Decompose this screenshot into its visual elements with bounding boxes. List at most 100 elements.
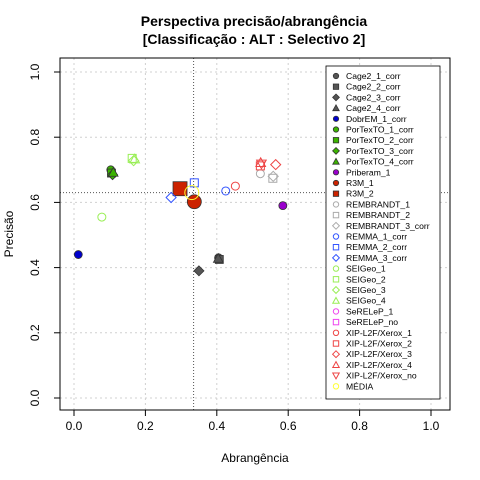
legend-label: REMMA_3_corr	[346, 253, 407, 263]
legend-label: Priberam_1	[346, 167, 391, 177]
legend-label: Cage2_4_corr	[346, 103, 401, 113]
x-tick-label: 1.0	[423, 419, 440, 433]
y-tick-label: 0.2	[28, 324, 42, 341]
data-point	[73, 250, 83, 259]
data-point	[267, 170, 279, 183]
plot-frame	[59, 57, 451, 411]
legend-marker	[331, 285, 341, 295]
data-point	[107, 166, 119, 177]
data-point	[189, 178, 199, 188]
legend-marker	[332, 340, 340, 347]
y-axis: 0.0 0.2 0.4 0.6 0.8 1.0	[28, 63, 60, 406]
y-tick-label: 0.6	[28, 194, 42, 211]
legend-marker	[331, 253, 341, 262]
data-point	[186, 194, 202, 210]
legend-marker	[332, 318, 340, 326]
legend-marker	[331, 221, 341, 230]
y-tick-label: 0.0	[28, 389, 42, 406]
legend-marker	[332, 265, 340, 272]
chart-title: Perspectiva precisão/abrangência	[141, 13, 368, 29]
x-tick-label: 0.8	[351, 419, 368, 433]
legend-marker	[331, 360, 341, 368]
legend-label: XIP-L2F/Xerox_1	[346, 328, 412, 338]
legend: Cage2_1_corrCage2_2_corrCage2_3_corrCage…	[325, 65, 441, 400]
x-tick-label: 0.2	[137, 419, 154, 433]
x-tick-label: 0.4	[208, 419, 225, 433]
data-point	[97, 212, 107, 222]
legend-label: R3M_1	[346, 178, 374, 188]
legend-label: SEIGeo_4	[346, 296, 386, 306]
legend-box	[325, 65, 441, 400]
legend-label: R3M_2	[346, 189, 374, 199]
legend-label: XIP-L2F/Xerox_2	[346, 339, 412, 349]
data-point	[193, 265, 205, 277]
legend-label: XIP-L2F/Xerox_no	[346, 371, 417, 381]
x-axis: 0.0 0.2 0.4 0.6 0.8 1.0	[66, 410, 440, 433]
legend-marker	[332, 211, 340, 219]
legend-marker	[332, 137, 340, 144]
y-tick-label: 0.8	[28, 129, 42, 146]
data-point	[269, 158, 282, 171]
data-point	[165, 191, 177, 204]
legend-label: PorTexTO_2_corr	[346, 135, 414, 145]
legend-marker	[332, 126, 340, 133]
legend-marker	[332, 201, 340, 208]
legend-marker	[332, 329, 340, 336]
legend-label: Cage2_2_corr	[346, 82, 401, 92]
x-axis-label: Abrangência	[221, 451, 289, 465]
legend-label: PorTexTO_4_corr	[346, 157, 414, 167]
plot-area	[59, 57, 451, 411]
legend-label: SEIGeo_1	[346, 264, 386, 274]
data-point	[278, 201, 288, 211]
legend-marker	[332, 93, 340, 102]
data-point	[172, 181, 188, 197]
data-point	[230, 181, 240, 191]
legend-label: REMBRANDT_1	[346, 199, 410, 209]
legend-label: PorTexTO_1_corr	[346, 125, 414, 135]
y-tick-label: 0.4	[28, 259, 42, 276]
legend-label: REMMA_1_corr	[346, 232, 407, 242]
legend-marker	[332, 244, 340, 251]
x-tick-label: 0.0	[66, 419, 83, 433]
chart-subtitle: [Classificação : ALT : Selectivo 2]	[143, 31, 366, 47]
y-tick-label: 1.0	[28, 63, 42, 80]
legend-marker	[332, 146, 340, 155]
legend-label: REMMA_2_corr	[346, 242, 407, 252]
legend-marker	[332, 169, 340, 176]
data-point	[255, 159, 268, 170]
legend-label: REMBRANDT_3_corr	[346, 221, 430, 231]
legend-label: DobrEM_1_corr	[346, 114, 407, 124]
data-point	[184, 185, 200, 201]
legend-marker	[332, 72, 340, 80]
legend-marker	[332, 233, 340, 240]
legend-marker	[332, 190, 340, 197]
legend-label: PorTexTO_3_corr	[346, 146, 414, 156]
x-tick-label: 0.6	[280, 419, 297, 433]
legend-label: SeRELeP_1	[346, 306, 394, 316]
legend-label: XIP-L2F/Xerox_3	[346, 349, 412, 359]
data-points	[73, 153, 288, 277]
data-point	[255, 169, 265, 179]
legend-marker	[332, 157, 340, 165]
legend-marker	[332, 179, 340, 187]
legend-label: MÉDIA	[346, 381, 373, 391]
legend-label: SEIGeo_3	[346, 285, 386, 295]
legend-marker	[332, 308, 340, 315]
legend-label: Cage2_3_corr	[346, 92, 401, 102]
legend-marker	[331, 350, 341, 359]
legend-label: REMBRANDT_2	[346, 210, 410, 220]
legend-label: XIP-L2F/Xerox_4	[346, 360, 412, 370]
legend-label: Cage2_1_corr	[346, 71, 401, 81]
legend-label: SeRELeP_no	[346, 317, 398, 327]
legend-marker	[331, 296, 341, 304]
legend-marker	[332, 115, 340, 122]
legend-marker	[331, 372, 341, 380]
y-axis-label: Precisão	[2, 210, 16, 257]
data-point	[221, 186, 231, 196]
legend-marker	[332, 383, 340, 390]
data-point	[129, 153, 141, 164]
legend-marker	[332, 276, 340, 283]
legend-label: SEIGeo_2	[346, 274, 386, 284]
data-point	[212, 252, 224, 263]
